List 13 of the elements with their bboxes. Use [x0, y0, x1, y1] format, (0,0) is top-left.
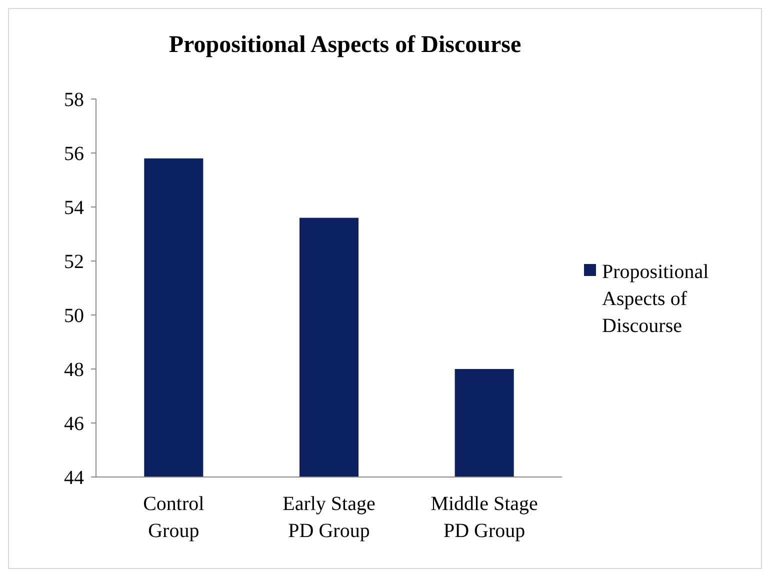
y-tick-label: 44: [64, 467, 84, 489]
chart-title: Propositional Aspects of Discourse: [168, 32, 522, 58]
y-tick-label: 50: [64, 305, 84, 327]
x-tick-label: Early Stage PD Group: [282, 493, 376, 542]
x-tick-label: Control Group: [143, 493, 205, 542]
y-tick-label: 54: [64, 197, 84, 219]
y-tick-label: 48: [64, 359, 84, 381]
y-tick-label: 56: [64, 143, 84, 165]
y-tick-label: 52: [64, 251, 84, 273]
legend-label: Propositional Aspects of Discourse: [602, 261, 710, 337]
y-tick-label: 46: [64, 413, 84, 435]
x-tick-label: Middle Stage PD Group: [430, 493, 538, 542]
y-tick-label: 58: [64, 89, 84, 111]
